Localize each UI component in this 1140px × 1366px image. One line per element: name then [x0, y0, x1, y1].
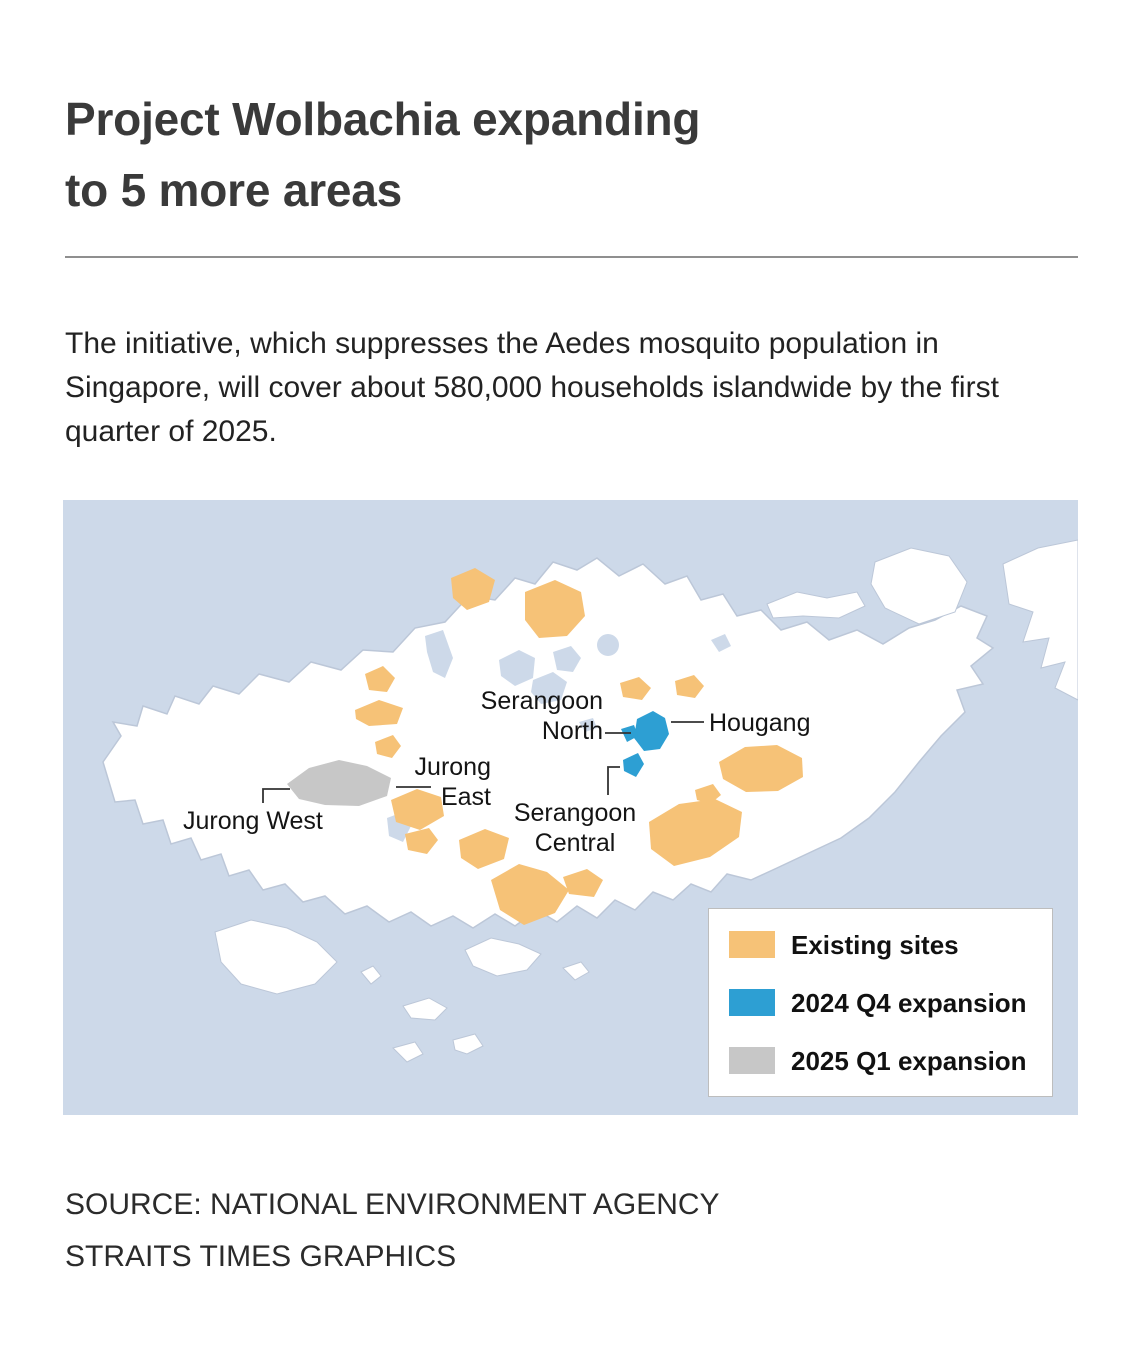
existing-site-patch: [719, 745, 803, 792]
islet: [452, 1033, 484, 1055]
reservoir: [553, 646, 581, 672]
reservoir: [425, 630, 453, 678]
credit-text: STRAITS TIMES GRAPHICS: [65, 1240, 457, 1273]
page-title: Project Wolbachia expanding to 5 more ar…: [65, 93, 701, 217]
map-label-jurong-east: Jurong East: [414, 753, 491, 811]
legend-row-existing: Existing sites: [729, 931, 1032, 958]
existing-site-patch: [451, 568, 495, 610]
reservoir: [579, 718, 597, 732]
main-island-shape: [102, 557, 995, 929]
existing-site-patch: [375, 735, 401, 758]
islet: [360, 965, 382, 985]
legend-label-q4: 2024 Q4 expansion: [791, 987, 1027, 1018]
divider-rule: [65, 256, 1078, 258]
existing-site-patch: [405, 828, 438, 854]
source-text: SOURCE: NATIONAL ENVIRONMENT AGENCY: [65, 1188, 720, 1221]
singapore-map-svg: [102, 539, 1078, 1063]
islet: [562, 961, 590, 981]
existing-site-patch: [491, 864, 569, 925]
q1-expansion-patch: [287, 760, 391, 806]
map-label-serangoon-central: Serangoon Central: [513, 799, 637, 857]
legend: Existing sites 2024 Q4 expansion 2025 Q1…: [708, 908, 1053, 1097]
leader-line-jurong-west: [262, 788, 290, 803]
map-label-hougang: Hougang: [709, 709, 811, 737]
existing-site-patch: [365, 666, 395, 692]
reservoir: [531, 672, 567, 704]
island-ubin: [766, 591, 866, 619]
legend-row-q1: 2025 Q1 expansion: [729, 1047, 1032, 1074]
legend-label-q1: 2025 Q1 expansion: [791, 1045, 1027, 1076]
existing-sites-swatch: [729, 931, 775, 958]
existing-site-patch: [675, 675, 704, 698]
reservoir: [499, 650, 535, 686]
map-label-serangoon-north: Serangoon North: [480, 687, 603, 745]
existing-site-patch: [563, 869, 603, 897]
islet: [392, 1041, 424, 1063]
reservoir: [711, 634, 731, 652]
legend-label-existing: Existing sites: [791, 929, 959, 960]
q1-expansion-swatch: [729, 1047, 775, 1074]
existing-site-patch: [391, 789, 444, 830]
intro-text: The initiative, which suppresses the Aed…: [65, 327, 999, 449]
existing-site-patch: [620, 677, 651, 700]
q4-expansion-patch: [623, 753, 644, 777]
existing-site-patch: [459, 829, 509, 869]
existing-site-patch: [649, 799, 742, 866]
existing-site-patch: [355, 700, 403, 726]
reservoir: [597, 634, 619, 656]
existing-site-patch: [695, 784, 721, 804]
island-sentosa: [464, 937, 542, 977]
q4-expansion-patch: [634, 711, 669, 751]
mainland-east-shape: [1002, 539, 1078, 701]
island-jurong: [214, 919, 338, 995]
leader-line-serangoon-central: [607, 766, 620, 795]
map-label-jurong-west: Jurong West: [183, 807, 323, 835]
islet: [402, 997, 448, 1021]
q4-expansion-swatch: [729, 989, 775, 1016]
map-canvas: Serangoon North Hougang Jurong East Juro…: [63, 500, 1078, 1115]
island-tekong: [870, 547, 968, 625]
legend-row-q4: 2024 Q4 expansion: [729, 989, 1032, 1016]
existing-site-patch: [525, 580, 585, 638]
